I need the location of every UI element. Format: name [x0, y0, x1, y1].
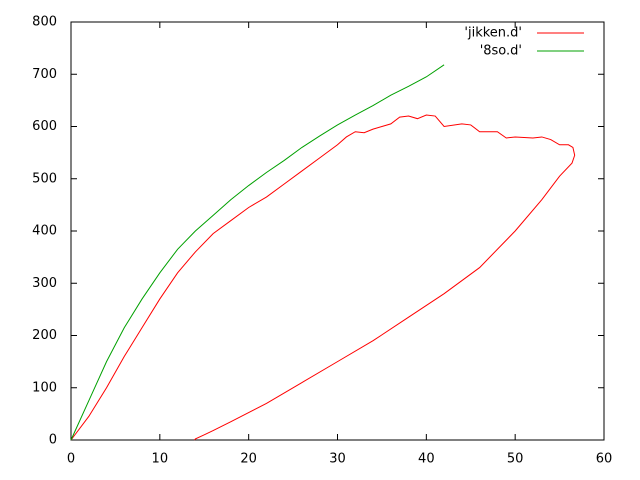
data-line — [70, 114, 576, 441]
x-tick-label: 60 — [596, 452, 613, 467]
y-tick-label: 0 — [49, 433, 57, 448]
x-tick-label: 40 — [418, 452, 435, 467]
y-tick-label: 200 — [32, 328, 57, 343]
data-line — [70, 64, 445, 441]
x-tick-label: 0 — [67, 452, 75, 467]
y-tick-label: 500 — [32, 171, 57, 186]
y-tick-label: 800 — [32, 15, 57, 30]
plot-frame — [70, 21, 605, 441]
x-tick-label: 50 — [507, 452, 524, 467]
y-tick-label: 400 — [32, 224, 57, 239]
y-tick-label: 100 — [32, 380, 57, 395]
x-tick-label: 20 — [240, 452, 257, 467]
x-tick-label: 30 — [329, 452, 346, 467]
x-tick-label: 10 — [152, 452, 169, 467]
legend-label: '8so.d' — [480, 44, 522, 59]
y-tick-label: 700 — [32, 67, 57, 82]
legend-label: 'jikken.d' — [464, 26, 522, 41]
y-tick-label: 600 — [32, 119, 57, 134]
y-tick-label: 300 — [32, 276, 57, 291]
